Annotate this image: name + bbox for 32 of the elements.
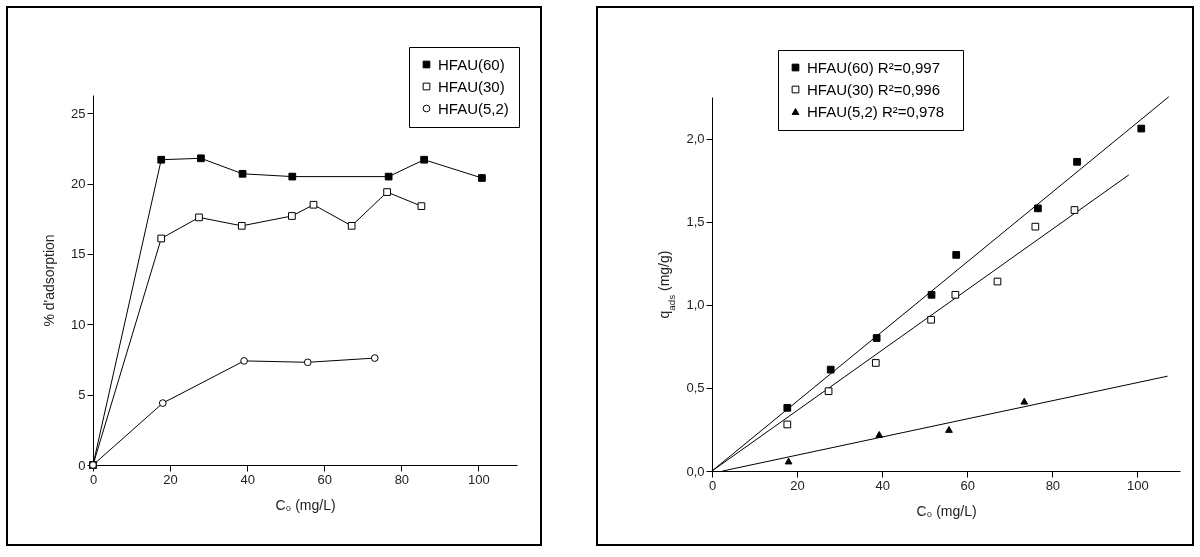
legend-label: HFAU(5,2) R²=0,978 [807,102,945,120]
x-tick-label: 20 [790,477,805,493]
y-tick-label: 1,5 [686,214,705,230]
legend-label: HFAU(30) R²=0,996 [807,80,940,98]
x-tick-label: 0 [708,477,717,493]
y-tick-label: 25 [71,105,86,121]
y-tick-label: 1,0 [686,297,705,313]
y-tick-label: 2,0 [686,131,705,147]
x-tick-label: 80 [1045,477,1061,493]
x-tick-label: 60 [960,477,976,493]
legend-label: HFAU(5,2) [438,99,509,117]
y-tick-label: 0,5 [686,380,705,396]
legend-label: HFAU(30) [438,77,505,95]
x-tick-label: 100 [468,471,490,487]
x-tick-label: 40 [875,477,890,493]
y-tick-label: 0,0 [686,463,705,479]
y-tick-label: 5 [78,387,86,403]
x-tick-label: 20 [163,471,178,487]
x-tick-label: 100 [1127,477,1149,493]
y-tick-label: 10 [71,316,86,332]
y-axis-title: % d'adsorption [41,234,58,327]
y-tick-label: 15 [71,246,86,262]
x-axis-title: C₀ (mg/L) [916,502,977,519]
y-tick-label: 0 [78,457,86,473]
legend-label: HFAU(60) [438,55,505,73]
x-tick-label: 60 [317,471,333,487]
x-tick-label: 0 [89,471,98,487]
legend-label: HFAU(60) R²=0,997 [807,58,940,76]
x-tick-label: 40 [240,471,255,487]
x-axis-title: C₀ (mg/L) [275,496,336,513]
y-tick-label: 20 [71,176,86,192]
x-tick-label: 80 [394,471,410,487]
